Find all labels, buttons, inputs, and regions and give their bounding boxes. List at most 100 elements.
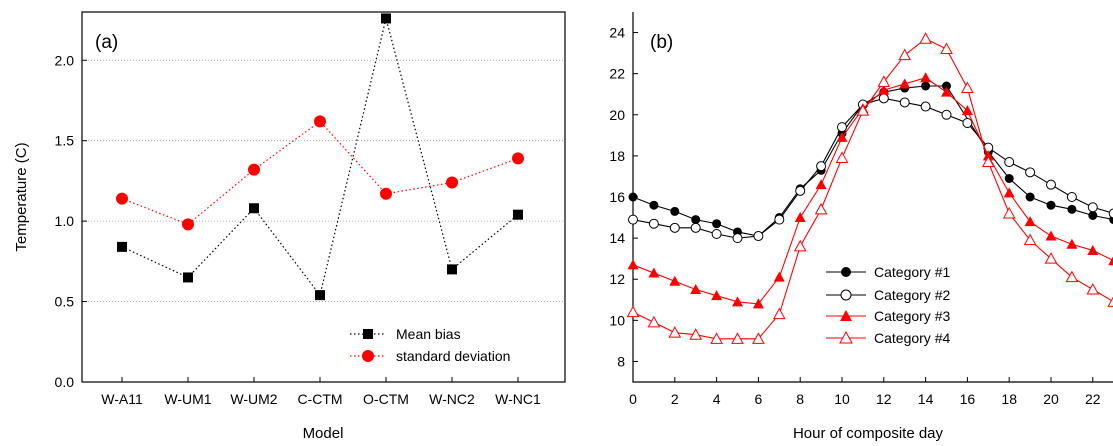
- y-tick-label: 0.0: [55, 374, 75, 390]
- data-point: [513, 209, 523, 220]
- data-point: [899, 78, 911, 89]
- x-tick-label: 8: [796, 391, 804, 407]
- data-point: [381, 13, 391, 24]
- legend-label-mean-bias: Mean bias: [396, 326, 461, 342]
- data-point: [691, 215, 701, 225]
- legend-label-category-1: Category #1: [874, 264, 950, 280]
- series-line-category-2: [632, 97, 1113, 239]
- data-point: [794, 212, 806, 223]
- series-line-category-3: [632, 77, 1113, 305]
- data-point: [921, 81, 931, 91]
- data-point: [961, 81, 974, 94]
- y-tick-label: 24: [609, 25, 625, 41]
- data-point: [773, 271, 785, 282]
- data-point: [627, 259, 639, 270]
- panel-a-y-ticks: 0.0 0.5 1.0 1.5 2.0: [55, 52, 87, 390]
- data-point: [731, 332, 744, 344]
- data-point: [941, 86, 952, 97]
- data-point: [835, 151, 849, 163]
- panel-b-y-ticks: 8 10 12 14 16 18 20 22 24: [609, 25, 638, 369]
- legend-marker-standard-deviation: [362, 350, 374, 362]
- data-point: [774, 214, 785, 225]
- panel-b-x-axis-label: Hour of composite day: [793, 425, 944, 442]
- data-point: [793, 239, 807, 252]
- y-tick-label: 2.0: [55, 52, 75, 68]
- data-point: [919, 32, 932, 44]
- data-point: [1003, 187, 1015, 198]
- series-line-category-1: [632, 85, 1113, 237]
- y-tick-label: 20: [609, 107, 625, 123]
- legend-marker-mean-bias: [363, 329, 373, 339]
- panel-b-x-ticks: 0 2 4 6 8 10 12 14 16 18 20 22: [629, 377, 1101, 407]
- data-point: [1066, 238, 1078, 249]
- data-point: [1088, 211, 1098, 220]
- data-point: [711, 290, 723, 301]
- data-point: [942, 81, 951, 91]
- data-point: [626, 305, 640, 318]
- data-point: [836, 131, 848, 142]
- data-point: [753, 231, 764, 242]
- series-category-3: [627, 72, 1113, 309]
- y-tick-label: 12: [609, 271, 625, 287]
- data-point: [647, 315, 661, 328]
- data-point: [878, 84, 890, 95]
- data-point: [648, 218, 659, 229]
- panel-a-chart: 0.0 0.5 1.0 1.5 2.0 W-A11 W-UM1 W-UM2 C-CTM O-CT…: [13, 11, 566, 442]
- data-point: [1087, 202, 1098, 213]
- x-tick-label-w-nc2: W-NC2: [429, 391, 475, 407]
- data-point: [878, 93, 889, 104]
- data-point: [248, 163, 260, 176]
- data-point: [447, 264, 457, 275]
- legend-marker-category-2: [840, 289, 852, 301]
- panel-b-legend: Category #1 Category #2 Category #3 Cate…: [826, 264, 950, 346]
- y-tick-label: 1.5: [55, 133, 75, 149]
- data-point: [1046, 200, 1056, 210]
- data-point: [1025, 192, 1035, 202]
- data-point: [649, 200, 659, 210]
- data-point: [689, 328, 703, 340]
- legend-marker-category-3: [840, 310, 852, 321]
- data-point: [712, 219, 722, 229]
- data-point: [1067, 204, 1077, 214]
- data-point: [941, 109, 952, 120]
- data-point: [315, 290, 325, 301]
- x-tick-label: 6: [755, 391, 763, 407]
- data-point: [1108, 208, 1113, 219]
- data-point: [183, 272, 193, 283]
- y-tick-label: 10: [609, 312, 625, 328]
- x-tick-label: 0: [629, 391, 637, 407]
- data-point: [116, 192, 128, 205]
- data-point: [512, 152, 524, 165]
- legend-label-category-3: Category #3: [874, 308, 950, 324]
- legend-marker-category-4: [839, 330, 853, 344]
- data-point: [1023, 233, 1037, 246]
- x-tick-label-w-um2: W-UM2: [230, 391, 277, 407]
- panel-a-y-axis-label: Temperature (C): [13, 142, 30, 251]
- x-tick-label: 10: [834, 391, 850, 407]
- panel-a-legend: Mean bias standard deviation: [350, 326, 510, 364]
- data-point: [920, 72, 932, 83]
- data-point: [1045, 230, 1057, 241]
- x-tick-label-o-ctm: O-CTM: [363, 391, 409, 407]
- y-tick-label: 18: [609, 148, 625, 164]
- series-category-1: [628, 81, 1113, 241]
- legend-label-category-2: Category #2: [874, 287, 950, 303]
- data-point: [669, 275, 681, 286]
- data-point: [711, 229, 722, 239]
- y-tick-label: 16: [609, 189, 625, 205]
- data-point: [690, 222, 701, 233]
- data-point: [1004, 157, 1015, 168]
- x-tick-label-w-nc1: W-NC1: [495, 391, 541, 407]
- x-tick-label-c-ctm: C-CTM: [297, 391, 342, 407]
- data-point: [920, 101, 931, 112]
- data-point: [1066, 192, 1077, 202]
- data-point: [182, 218, 194, 231]
- data-point: [1087, 244, 1099, 255]
- data-point: [752, 298, 764, 309]
- x-tick-label: 14: [918, 391, 934, 407]
- data-point: [117, 241, 127, 252]
- data-point: [314, 115, 326, 128]
- data-point: [1065, 270, 1079, 283]
- panel-a-plot-frame: [81, 11, 566, 383]
